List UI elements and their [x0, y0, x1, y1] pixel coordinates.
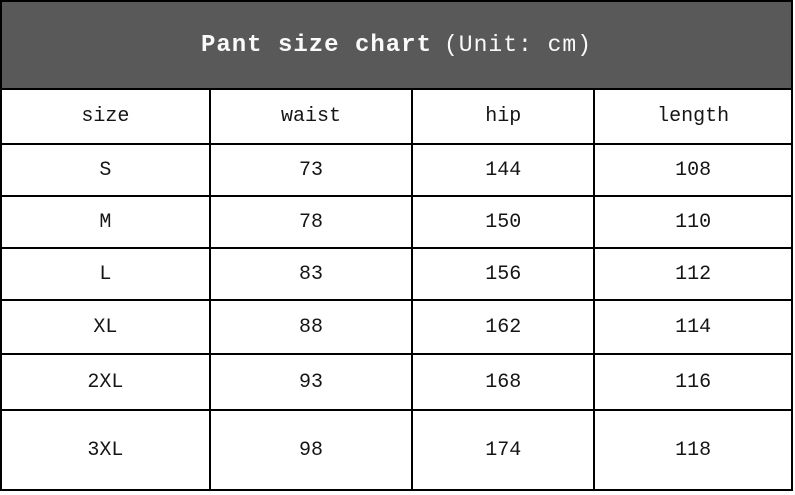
cell-waist: 98 — [208, 409, 414, 491]
cell-waist: 93 — [208, 353, 414, 411]
table-row-xl: XL 88 162 114 — [0, 299, 793, 355]
table-row-2xl: 2XL 93 168 116 — [0, 353, 793, 411]
chart-title-bar: Pant size chart (Unit: cm) — [0, 0, 793, 88]
table-row-l: L 83 156 112 — [0, 247, 793, 301]
column-header-hip: hip — [411, 88, 596, 145]
table-header-row: size waist hip length — [0, 88, 793, 145]
column-header-length: length — [593, 88, 793, 145]
column-header-size: size — [0, 88, 211, 145]
cell-hip: 156 — [411, 247, 596, 301]
cell-length: 114 — [593, 299, 793, 355]
cell-size: M — [0, 195, 211, 249]
table-row-m: M 78 150 110 — [0, 195, 793, 249]
cell-length: 118 — [593, 409, 793, 491]
cell-length: 112 — [593, 247, 793, 301]
column-header-waist: waist — [208, 88, 414, 145]
table-row-3xl: 3XL 98 174 118 — [0, 409, 793, 491]
table-row-s: S 73 144 108 — [0, 143, 793, 197]
cell-hip: 150 — [411, 195, 596, 249]
cell-hip: 144 — [411, 143, 596, 197]
cell-size: S — [0, 143, 211, 197]
size-table: size waist hip length S 73 144 108 M 78 … — [0, 88, 793, 491]
cell-hip: 174 — [411, 409, 596, 491]
cell-length: 116 — [593, 353, 793, 411]
cell-size: XL — [0, 299, 211, 355]
cell-size: 3XL — [0, 409, 211, 491]
cell-hip: 168 — [411, 353, 596, 411]
cell-size: L — [0, 247, 211, 301]
cell-waist: 78 — [208, 195, 414, 249]
cell-waist: 88 — [208, 299, 414, 355]
cell-hip: 162 — [411, 299, 596, 355]
cell-length: 110 — [593, 195, 793, 249]
chart-title: Pant size chart — [200, 31, 432, 59]
cell-waist: 83 — [208, 247, 414, 301]
cell-size: 2XL — [0, 353, 211, 411]
cell-length: 108 — [593, 143, 793, 197]
cell-waist: 73 — [208, 143, 414, 197]
chart-title-unit: (Unit: cm) — [444, 32, 593, 58]
